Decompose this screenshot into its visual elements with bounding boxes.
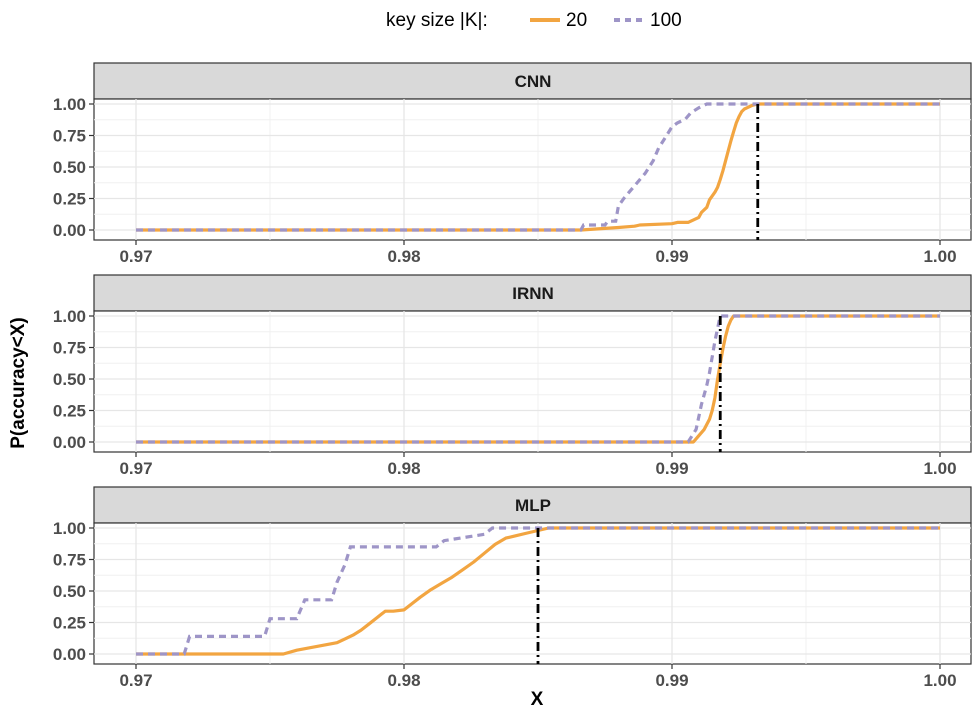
x-axis-title: X [531, 689, 544, 710]
x-tick-label: 1.00 [923, 247, 956, 266]
y-tick-label: 0.00 [53, 433, 86, 452]
series-line-100 [136, 102, 940, 232]
legend-label-20: 20 [566, 10, 587, 31]
panel-background [93, 310, 972, 453]
legend: key size |K|: 20 100 [386, 10, 682, 31]
y-tick-label: 0.50 [53, 370, 86, 389]
y-tick-label: 0.75 [53, 551, 86, 570]
y-tick-label: 0.25 [53, 402, 86, 421]
x-tick-label: 0.98 [387, 247, 420, 266]
y-tick-label: 1.00 [53, 519, 86, 538]
series-line-100 [136, 314, 940, 444]
x-tick-label: 0.99 [655, 247, 688, 266]
x-tick-label: 1.00 [923, 459, 956, 478]
facet-strip [93, 486, 972, 524]
facet-strip [93, 62, 972, 100]
x-tick-label: 0.98 [387, 459, 420, 478]
facet-strip [93, 274, 972, 312]
y-axis-title: P(accuracy<X) [8, 317, 29, 449]
legend-label-100: 100 [650, 10, 682, 31]
series-line-100 [136, 526, 940, 656]
y-tick-label: 0.25 [53, 190, 86, 209]
facet-strip-label: MLP [515, 496, 551, 515]
series-line-20 [136, 314, 940, 444]
y-tick-label: 0.50 [53, 158, 86, 177]
facet-strip-label: IRNN [512, 284, 554, 303]
panel-background [93, 522, 972, 665]
x-tick-label: 0.97 [119, 459, 152, 478]
y-tick-label: 0.25 [53, 614, 86, 633]
panel-mlp: MLP 0.97 0.98 0.99 1.00 0.00 0.25 0.50 0.75 1.00 [53, 486, 972, 690]
x-tick-label: 0.98 [387, 671, 420, 690]
facet-strip-label: CNN [515, 72, 552, 91]
y-tick-label: 0.75 [53, 127, 86, 146]
y-tick-label: 0.00 [53, 645, 86, 664]
panel-background [93, 98, 972, 241]
y-tick-label: 1.00 [53, 95, 86, 114]
y-tick-label: 1.00 [53, 307, 86, 326]
x-tick-label: 0.97 [119, 247, 152, 266]
series-line-20 [136, 102, 940, 232]
y-tick-label: 0.00 [53, 221, 86, 240]
x-tick-label: 1.00 [923, 671, 956, 690]
y-tick-label: 0.50 [53, 582, 86, 601]
legend-title: key size |K|: [386, 10, 488, 31]
panel-irnn: IRNN 0.97 0.98 0.99 1.00 0.00 0.25 0.50 0.75 1.00 [53, 274, 972, 478]
x-tick-label: 0.99 [655, 459, 688, 478]
series-line-20 [136, 526, 940, 656]
x-tick-label: 0.99 [655, 671, 688, 690]
x-tick-label: 0.97 [119, 671, 152, 690]
y-tick-label: 0.75 [53, 339, 86, 358]
panel-cnn: CNN 0.97 0.98 0.99 1.00 0.00 0.25 0.50 0.75 1.00 [53, 62, 972, 266]
